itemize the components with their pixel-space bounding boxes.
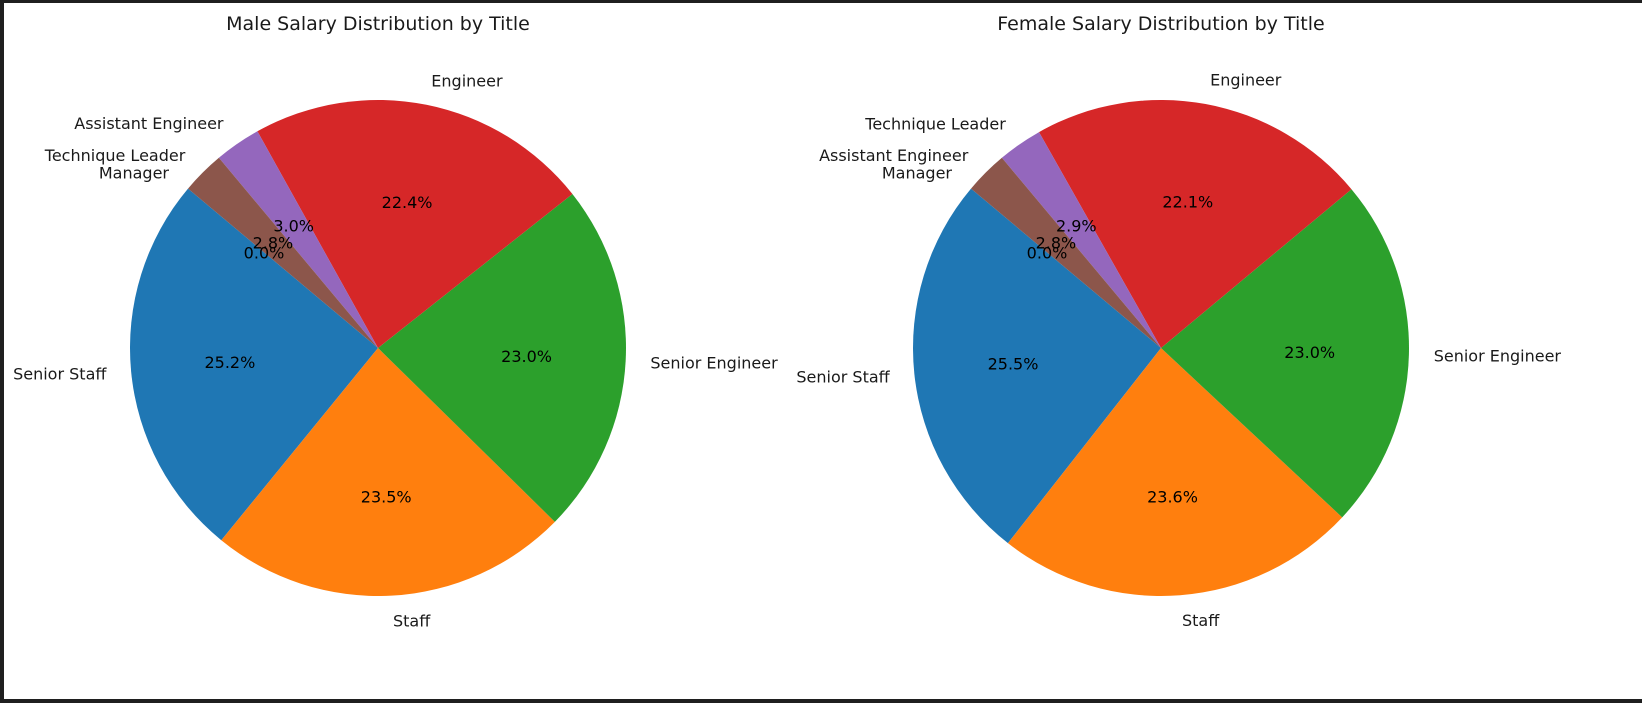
- pie-slices: [913, 100, 1410, 597]
- pie-slice-engineer: [1039, 100, 1352, 349]
- slice-percent-senior-engineer: 23.0%: [1284, 343, 1335, 362]
- pie-labels: Senior Staff 25.5% Staff 23.6% Senior Engine…: [796, 71, 1561, 630]
- slice-label-assistant-engineer: Assistant Engineer: [74, 114, 224, 133]
- slice-percent-assistant-engineer: 2.8%: [1036, 234, 1077, 253]
- slice-label-staff: Staff: [1182, 611, 1220, 630]
- slice-label-senior-engineer: Senior Engineer: [1434, 347, 1562, 366]
- pie-labels: Senior Staff 25.2% Staff 23.5% Senior Engine…: [13, 72, 778, 631]
- pie-slice-technique-leader: [188, 157, 378, 348]
- slice-label-engineer: Engineer: [1210, 71, 1282, 90]
- slice-label-engineer: Engineer: [431, 72, 503, 91]
- pie-slice-senior-staff: [129, 188, 378, 541]
- chart-title: Male Salary Distribution by Title: [226, 13, 530, 35]
- pie-slice-technique-leader: [1001, 132, 1161, 348]
- slice-label-manager: Manager: [99, 164, 170, 183]
- figure-canvas: Male Salary Distribution by Title Senior…: [4, 3, 1642, 699]
- slice-percent-staff: 23.5%: [361, 488, 412, 507]
- slice-percent-senior-staff: 25.2%: [204, 353, 255, 372]
- pie-charts-figure: Male Salary Distribution by Title Senior…: [13, 13, 1561, 630]
- chart-title: Female Salary Distribution by Title: [997, 13, 1324, 35]
- slice-percent-manager: 0.0%: [1027, 243, 1068, 262]
- slice-label-technique-leader: Technique Leader: [44, 146, 186, 165]
- pie-slice-staff: [1007, 348, 1343, 597]
- slice-percent-senior-staff: 25.5%: [988, 354, 1039, 373]
- slice-label-senior-staff: Senior Staff: [13, 365, 107, 384]
- slice-percent-engineer: 22.1%: [1162, 193, 1213, 212]
- pie-slice-assistant-engineer: [971, 157, 1161, 348]
- male-pie-chart: Male Salary Distribution by Title Senior…: [13, 13, 778, 630]
- slice-percent-technique-leader: 2.9%: [1056, 217, 1097, 236]
- slice-label-senior-staff: Senior Staff: [796, 367, 890, 386]
- pie-slice-assistant-engineer: [218, 131, 378, 348]
- female-pie-chart: Female Salary Distribution by Title Seni…: [796, 13, 1561, 630]
- slice-label-staff: Staff: [393, 611, 431, 630]
- slice-percent-technique-leader: 2.8%: [253, 234, 294, 253]
- slice-percent-staff: 23.6%: [1147, 487, 1198, 506]
- slice-label-senior-engineer: Senior Engineer: [650, 354, 778, 373]
- pie-slice-staff: [221, 348, 555, 597]
- slice-label-technique-leader: Technique Leader: [864, 115, 1006, 134]
- pie-slice-senior-engineer: [1161, 189, 1410, 518]
- pie-slice-senior-staff: [913, 188, 1161, 544]
- pie-slices: [129, 99, 626, 597]
- slice-label-assistant-engineer: Assistant Engineer: [819, 146, 969, 165]
- slice-percent-assistant-engineer: 3.0%: [273, 216, 314, 235]
- slice-percent-senior-engineer: 23.0%: [501, 347, 552, 366]
- slice-percent-engineer: 22.4%: [382, 193, 433, 212]
- pie-slice-engineer: [257, 99, 573, 349]
- pie-slice-senior-engineer: [378, 194, 626, 522]
- slice-percent-manager: 0.0%: [244, 243, 285, 262]
- slice-label-manager: Manager: [882, 164, 953, 183]
